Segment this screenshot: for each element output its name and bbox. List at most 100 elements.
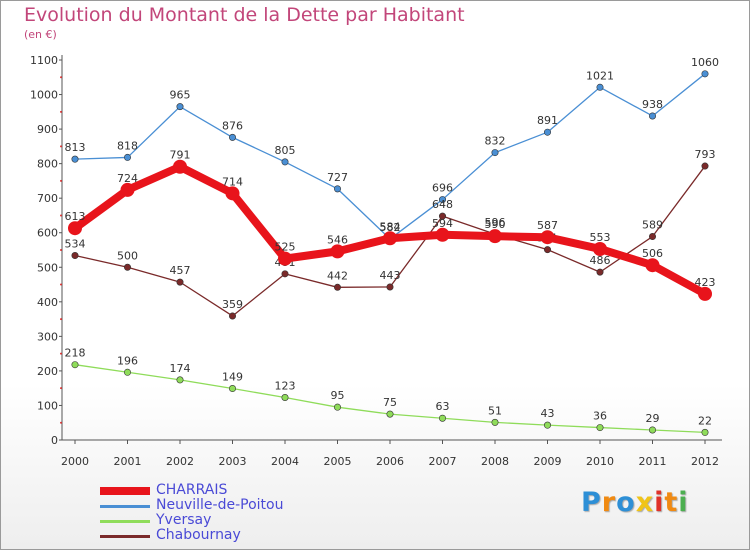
data-label-neuville-de-poitou: 727 <box>327 171 348 184</box>
data-point-charrais <box>278 251 292 266</box>
y-tick-label: 1100 <box>30 54 58 67</box>
x-tick-label: 2011 <box>639 455 667 468</box>
y-minor-tick <box>60 76 62 79</box>
data-point-chabournay <box>333 283 341 291</box>
data-label-yversay: 22 <box>698 414 712 427</box>
x-tick-label: 2008 <box>481 455 509 468</box>
data-label-chabournay: 500 <box>117 249 138 262</box>
data-label-chabournay: 359 <box>222 298 243 311</box>
y-minor-tick <box>60 318 62 321</box>
logo-letter: r <box>601 487 617 518</box>
y-minor-tick <box>60 179 62 182</box>
data-point-chabournay <box>124 263 132 271</box>
logo-letter: o <box>616 487 636 518</box>
chart-title: Evolution du Montant de la Dette par Hab… <box>24 4 465 26</box>
data-point-neuville-de-poitou <box>701 70 709 78</box>
data-point-yversay <box>648 426 656 434</box>
y-tick-label: 700 <box>37 192 58 205</box>
data-point-charrais <box>330 244 345 259</box>
data-label-yversay: 51 <box>488 404 502 417</box>
data-point-chabournay <box>596 268 604 276</box>
data-point-charrais <box>120 182 135 197</box>
data-label-yversay: 196 <box>117 354 138 367</box>
y-minor-tick <box>60 110 62 113</box>
data-label-neuville-de-poitou: 582 <box>380 221 401 234</box>
data-label-neuville-de-poitou: 818 <box>117 139 138 152</box>
data-point-neuville-de-poitou <box>438 196 446 204</box>
data-label-chabournay: 534 <box>65 238 86 251</box>
data-label-charrais: 525 <box>275 241 296 254</box>
data-label-charrais: 590 <box>485 218 506 231</box>
legend-swatch <box>100 534 150 538</box>
data-point-yversay <box>333 403 341 411</box>
y-minor-tick <box>60 421 62 424</box>
data-point-chabournay <box>701 162 709 170</box>
data-point-neuville-de-poitou <box>71 155 79 163</box>
data-label-yversay: 29 <box>646 412 660 425</box>
data-point-neuville-de-poitou <box>124 153 132 161</box>
data-label-yversay: 63 <box>436 400 450 413</box>
y-minor-tick <box>60 249 62 251</box>
legend-item: CHARRAIS <box>100 482 320 498</box>
data-point-yversay <box>596 424 604 432</box>
y-minor-tick <box>60 145 62 148</box>
logo-letter: x <box>635 487 655 518</box>
data-point-charrais <box>593 241 607 256</box>
x-tick-label: 2007 <box>429 455 457 468</box>
data-label-charrais: 423 <box>695 276 716 289</box>
x-tick-label: 2001 <box>114 455 142 468</box>
data-point-charrais <box>68 221 82 236</box>
x-tick-label: 2000 <box>61 455 89 468</box>
legend-swatch <box>100 504 150 508</box>
data-point-yversay <box>543 421 551 429</box>
data-point-neuville-de-poitou <box>229 133 237 141</box>
legend-label: Chabournay <box>156 527 241 543</box>
data-point-yversay <box>229 385 237 393</box>
data-label-neuville-de-poitou: 696 <box>432 182 453 195</box>
data-point-charrais <box>540 230 555 245</box>
data-point-chabournay <box>648 233 656 241</box>
data-label-yversay: 123 <box>275 380 296 393</box>
data-point-neuville-de-poitou <box>281 158 289 166</box>
y-minor-tick <box>60 283 62 286</box>
data-label-neuville-de-poitou: 876 <box>222 119 243 132</box>
y-tick-label: 1000 <box>30 89 58 102</box>
data-label-charrais: 594 <box>432 217 453 230</box>
data-point-charrais <box>173 159 187 174</box>
data-point-charrais <box>698 286 712 301</box>
data-label-neuville-de-poitou: 1060 <box>691 56 719 69</box>
data-label-yversay: 75 <box>383 396 397 409</box>
data-point-chabournay <box>229 312 237 320</box>
logo-letter: t <box>664 487 679 518</box>
data-point-neuville-de-poitou <box>648 112 656 120</box>
data-label-neuville-de-poitou: 813 <box>65 141 86 154</box>
data-label-yversay: 149 <box>222 371 243 384</box>
data-label-charrais: 546 <box>327 233 348 246</box>
data-point-neuville-de-poitou <box>491 149 499 157</box>
data-label-yversay: 43 <box>541 407 555 420</box>
data-label-neuville-de-poitou: 1021 <box>586 69 614 82</box>
data-label-neuville-de-poitou: 938 <box>642 98 663 111</box>
data-label-chabournay: 442 <box>327 269 348 282</box>
x-tick-label: 2004 <box>271 455 299 468</box>
data-label-charrais: 791 <box>170 149 191 162</box>
data-point-chabournay <box>543 246 551 254</box>
x-tick-label: 2005 <box>324 455 352 468</box>
y-tick-label: 900 <box>37 123 58 136</box>
data-point-charrais <box>435 227 450 242</box>
logo-letter: P <box>581 487 602 518</box>
data-point-yversay <box>438 414 446 422</box>
data-point-yversay <box>701 428 709 436</box>
data-label-charrais: 553 <box>590 231 611 244</box>
legend-label: Yversay <box>156 512 212 528</box>
data-point-yversay <box>386 410 394 418</box>
x-tick-label: 2012 <box>691 455 719 468</box>
x-tick-label: 2006 <box>376 455 404 468</box>
y-minor-tick <box>60 352 62 355</box>
data-label-yversay: 174 <box>170 362 191 375</box>
unit-label: (en €) <box>24 28 57 41</box>
proxiti-logo: Proxiti <box>581 487 689 518</box>
data-point-neuville-de-poitou <box>596 83 604 91</box>
x-tick-label: 2003 <box>219 455 247 468</box>
